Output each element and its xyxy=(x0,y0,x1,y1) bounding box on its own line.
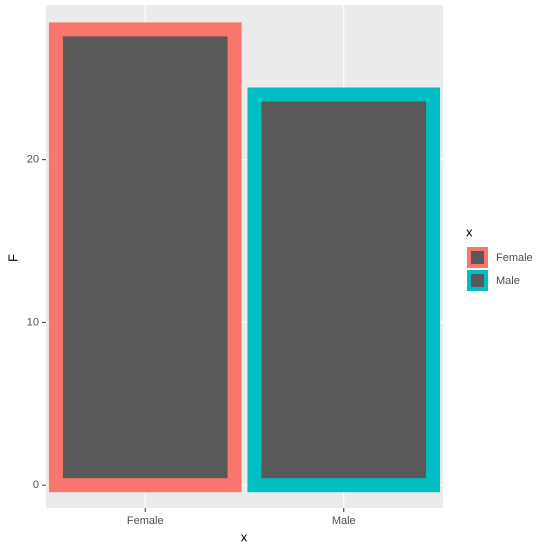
x-tick-label: Male xyxy=(332,515,356,527)
y-tick-label: 10 xyxy=(27,316,39,328)
legend-key xyxy=(467,270,488,291)
x-tick-label: Female xyxy=(127,515,164,527)
legend-title: x xyxy=(466,224,473,239)
bar xyxy=(247,87,441,493)
bar xyxy=(48,22,242,493)
x-axis-label: x xyxy=(241,529,248,544)
y-axis-label: F xyxy=(5,254,20,262)
y-tick-label: 20 xyxy=(27,154,39,166)
legend-key xyxy=(467,247,488,268)
legend-label: Female xyxy=(496,252,533,264)
legend-label: Male xyxy=(496,275,520,287)
y-tick-label: 0 xyxy=(33,479,39,491)
